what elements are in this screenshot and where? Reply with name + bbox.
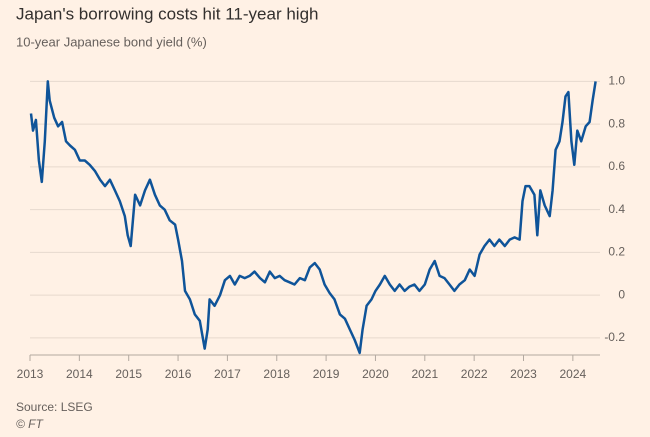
chart-subtitle: 10-year Japanese bond yield (%)	[16, 34, 207, 49]
x-tick-label: 2017	[214, 367, 241, 381]
x-tick-label: 2016	[165, 367, 192, 381]
x-tick-label: 2013	[17, 367, 44, 381]
y-tick-label: 0	[618, 287, 625, 301]
x-tick-label: 2021	[411, 367, 438, 381]
source: Source: LSEG	[16, 400, 93, 414]
y-tick-label: 0.6	[608, 159, 625, 173]
y-tick-label: 0.4	[608, 202, 625, 216]
credit: © FT	[16, 417, 45, 431]
y-tick-label: 0.8	[608, 116, 625, 130]
x-tick-label: 2014	[66, 367, 93, 381]
x-tick-label: 2020	[362, 367, 389, 381]
x-tick-label: 2019	[313, 367, 340, 381]
x-tick-label: 2023	[510, 367, 537, 381]
x-tick-label: 2015	[115, 367, 142, 381]
x-tick-label: 2022	[461, 367, 488, 381]
x-tick-label: 2018	[263, 367, 290, 381]
y-tick-label: -0.2	[604, 330, 625, 344]
line-series	[29, 80, 597, 355]
y-tick-label: 0.2	[608, 245, 625, 259]
y-tick-label: 1.0	[608, 74, 625, 88]
chart-title: Japan's borrowing costs hit 11-year high	[16, 4, 318, 23]
x-tick-label: 2024	[560, 367, 587, 381]
